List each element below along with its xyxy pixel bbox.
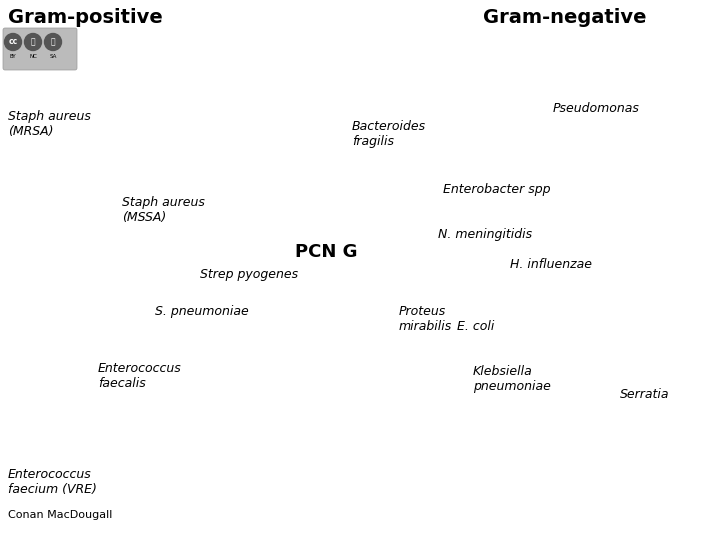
Text: SA: SA bbox=[49, 53, 57, 58]
Text: Gram-positive: Gram-positive bbox=[8, 8, 163, 27]
Text: Klebsiella
pneumoniae: Klebsiella pneumoniae bbox=[473, 365, 551, 393]
Text: Bacteroides
fragilis: Bacteroides fragilis bbox=[352, 120, 426, 148]
FancyBboxPatch shape bbox=[3, 28, 77, 70]
Circle shape bbox=[45, 33, 61, 51]
Text: Enterobacter spp: Enterobacter spp bbox=[443, 183, 551, 196]
Text: cc: cc bbox=[9, 37, 17, 46]
Text: Serratia: Serratia bbox=[620, 388, 670, 401]
Text: NC: NC bbox=[29, 53, 37, 58]
Text: BY: BY bbox=[9, 53, 17, 58]
Text: S. pneumoniae: S. pneumoniae bbox=[155, 305, 248, 318]
Text: PCN G: PCN G bbox=[294, 243, 357, 261]
Text: Proteus
mirabilis: Proteus mirabilis bbox=[399, 305, 452, 333]
Text: H. influenzae: H. influenzae bbox=[510, 258, 592, 271]
Text: Ⓢ: Ⓢ bbox=[50, 37, 55, 46]
Text: Staph aureus
(MRSA): Staph aureus (MRSA) bbox=[8, 110, 91, 138]
Text: Enterococcus
faecium (VRE): Enterococcus faecium (VRE) bbox=[8, 468, 97, 496]
Text: ⓘ: ⓘ bbox=[31, 37, 35, 46]
Circle shape bbox=[24, 33, 42, 51]
Text: E. coli: E. coli bbox=[457, 320, 495, 333]
Text: N. meningitidis: N. meningitidis bbox=[438, 228, 532, 241]
Text: Enterococcus
faecalis: Enterococcus faecalis bbox=[98, 362, 181, 390]
Text: Pseudomonas: Pseudomonas bbox=[553, 102, 640, 115]
Text: Staph aureus
(MSSA): Staph aureus (MSSA) bbox=[122, 196, 205, 224]
Text: Gram-negative: Gram-negative bbox=[483, 8, 647, 27]
Text: Strep pyogenes: Strep pyogenes bbox=[200, 268, 298, 281]
Text: Conan MacDougall: Conan MacDougall bbox=[8, 510, 112, 520]
Circle shape bbox=[4, 33, 22, 51]
